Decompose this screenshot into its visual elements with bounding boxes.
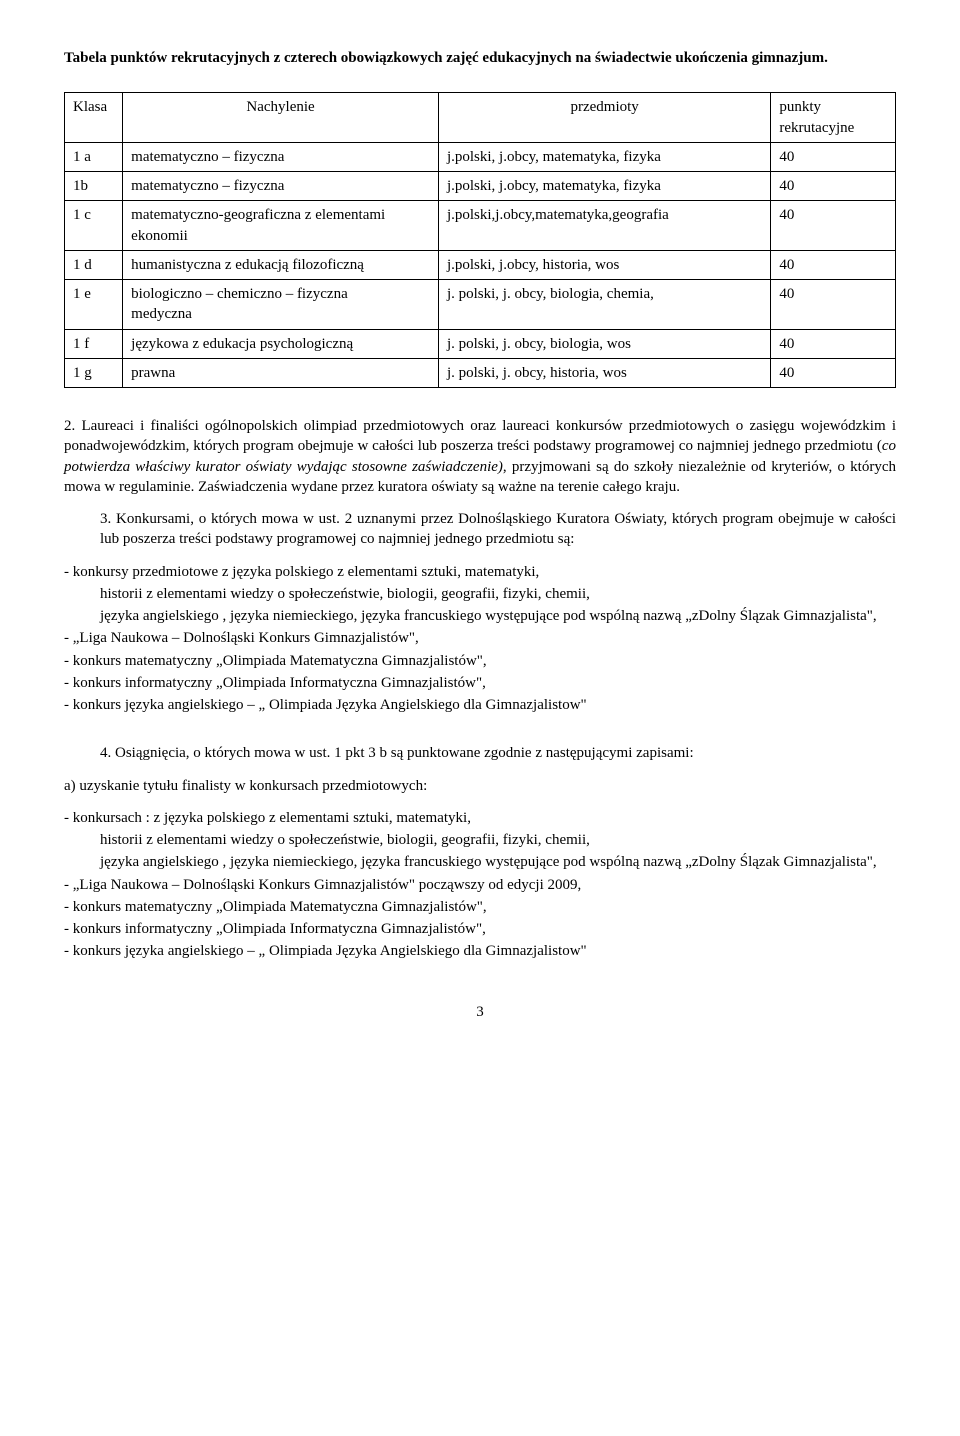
cell-klasa: 1 c [65,201,123,251]
cell-klasa: 1 e [65,280,123,330]
cell-klasa: 1 f [65,329,123,358]
cell-przedmioty: j.polski,j.obcy,matematyka,geografia [438,201,770,251]
cell-punkty: 40 [771,280,896,330]
list-item: - konkurs matematyczny „Olimpiada Matema… [64,897,896,917]
cell-klasa: 1 d [65,250,123,279]
table-row: 1 d humanistyczna z edukacją filozoficzn… [65,250,896,279]
cell-klasa: 1b [65,172,123,201]
list-item: - konkurs matematyczny „Olimpiada Matema… [64,651,896,671]
header-nachylenie: Nachylenie [123,93,439,143]
list-item: - konkurs informatyczny „Olimpiada Infor… [64,673,896,693]
cell-nachylenie: matematyczno – fizyczna [123,172,439,201]
list-item: - konkurs języka angielskiego – „ Olimpi… [64,695,896,715]
table-row: 1 g prawna j. polski, j. obcy, historia,… [65,358,896,387]
table-row: 1 f językowa z edukacja psychologiczną j… [65,329,896,358]
list-4: - konkursach : z języka polskiego z elem… [64,808,896,962]
paragraph-4a: a) uzyskanie tytułu finalisty w konkursa… [64,776,896,796]
cell-nachylenie: biologiczno – chemiczno – fizyczna medyc… [123,280,439,330]
list4-a3: języka angielskiego , języka niemieckieg… [64,854,877,870]
page-number: 3 [64,1002,896,1022]
list-item: języka angielskiego , języka niemieckieg… [64,606,896,626]
para4-text: 4. Osiągnięcia, o których mowa w ust. 1 … [100,743,896,763]
cell-punkty: 40 [771,250,896,279]
paragraph-3: 3. Konkursami, o których mowa w ust. 2 u… [100,509,896,550]
cell-nachylenie: matematyczno – fizyczna [123,142,439,171]
list-item: - „Liga Naukowa – Dolnośląski Konkurs Gi… [64,875,896,895]
list-item: języka angielskiego , języka niemieckieg… [64,852,896,872]
cell-przedmioty: j. polski, j. obcy, biologia, wos [438,329,770,358]
list-item: - konkursach : z języka polskiego z elem… [64,808,896,828]
cell-nachylenie: matematyczno-geograficzna z elementami e… [123,201,439,251]
cell-przedmioty: j. polski, j. obcy, historia, wos [438,358,770,387]
cell-nachylenie: prawna [123,358,439,387]
cell-punkty: 40 [771,142,896,171]
cell-nachylenie: humanistyczna z edukacją filozoficzną [123,250,439,279]
table-row: 1 e biologiczno – chemiczno – fizyczna m… [65,280,896,330]
para2-lead: 2. Laureaci i finaliści ogólnopolskich o… [64,418,896,454]
para3-text: 3. Konkursami, o których mowa w ust. 2 u… [100,509,896,550]
cell-przedmioty: j.polski, j.obcy, matematyka, fizyka [438,142,770,171]
list-item: - konkurs informatyczny „Olimpiada Infor… [64,919,896,939]
header-klasa: Klasa [65,93,123,143]
header-przedmioty: przedmioty [438,93,770,143]
list-item: historii z elementami wiedzy o społeczeń… [64,584,896,604]
cell-przedmioty: j.polski, j.obcy, matematyka, fizyka [438,172,770,201]
cell-przedmioty: j.polski, j.obcy, historia, wos [438,250,770,279]
table-row: 1 c matematyczno-geograficzna z elementa… [65,201,896,251]
paragraph-2: 2. Laureaci i finaliści ogólnopolskich o… [64,416,896,497]
cell-punkty: 40 [771,172,896,201]
list-item: - konkurs języka angielskiego – „ Olimpi… [64,941,896,961]
list-3: - konkursy przedmiotowe z języka polskie… [64,562,896,716]
table-row: 1b matematyczno – fizyczna j.polski, j.o… [65,172,896,201]
table-row: 1 a matematyczno – fizyczna j.polski, j.… [65,142,896,171]
list-item: - konkursy przedmiotowe z języka polskie… [64,562,896,582]
header-punkty: punkty rekrutacyjne [771,93,896,143]
cell-klasa: 1 g [65,358,123,387]
cell-przedmioty: j. polski, j. obcy, biologia, chemia, [438,280,770,330]
cell-klasa: 1 a [65,142,123,171]
table-header-row: Klasa Nachylenie przedmioty punkty rekru… [65,93,896,143]
list3-a3: języka angielskiego , języka niemieckieg… [64,608,877,624]
list-item: historii z elementami wiedzy o społeczeń… [64,830,896,850]
list-item: - „Liga Naukowa – Dolnośląski Konkurs Gi… [64,628,896,648]
cell-punkty: 40 [771,329,896,358]
cell-punkty: 40 [771,201,896,251]
document-title: Tabela punktów rekrutacyjnych z czterech… [64,48,896,68]
paragraph-4: 4. Osiągnięcia, o których mowa w ust. 1 … [100,743,896,763]
points-table: Klasa Nachylenie przedmioty punkty rekru… [64,92,896,388]
cell-punkty: 40 [771,358,896,387]
cell-nachylenie: językowa z edukacja psychologiczną [123,329,439,358]
